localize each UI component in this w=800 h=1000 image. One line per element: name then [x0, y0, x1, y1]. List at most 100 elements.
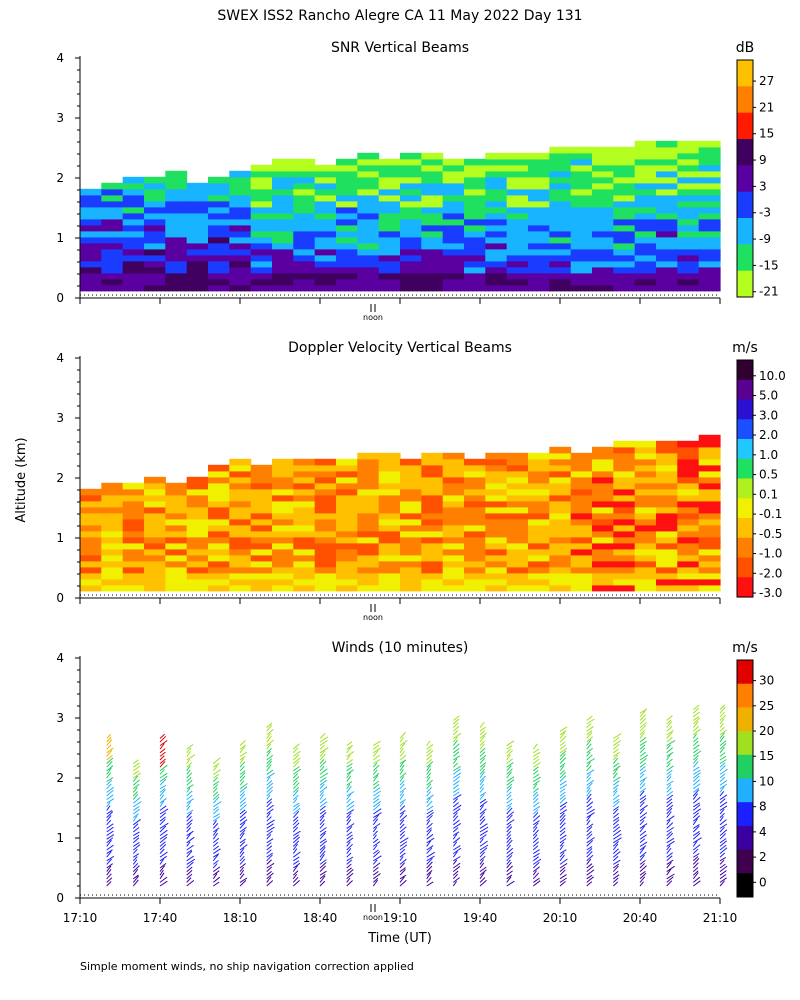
wind-barb [719, 740, 727, 746]
heatmap-cell [613, 272, 636, 280]
wind-barb [533, 849, 540, 855]
wind-barb [586, 765, 592, 772]
heatmap-cell [357, 218, 380, 226]
heatmap-cell [506, 452, 529, 460]
wind-barb [479, 872, 485, 880]
wind-barb [319, 845, 326, 851]
heatmap-cell [144, 236, 166, 244]
heatmap-cell [485, 194, 508, 202]
heatmap-cell [293, 278, 316, 286]
heatmap-cell [336, 176, 358, 184]
heatmap-cell [570, 560, 593, 568]
heatmap-cell [528, 206, 550, 214]
wind-barb [692, 844, 701, 851]
heatmap-cell [144, 176, 166, 184]
heatmap-cell [165, 248, 188, 256]
heatmap-cell [293, 506, 316, 514]
wind-barb [399, 819, 405, 826]
wind-barb [559, 762, 566, 768]
wind-barb [159, 800, 165, 808]
heatmap-cell [570, 488, 593, 496]
wind-barb [319, 732, 326, 739]
heatmap-cell [613, 284, 636, 292]
heatmap-cell [506, 248, 529, 256]
heatmap-cell [336, 158, 358, 166]
heatmap-cell [634, 494, 657, 502]
x-tick-label: 19:40 [463, 911, 498, 925]
heatmap-cell [485, 200, 508, 208]
heatmap-cell [357, 230, 380, 238]
wind-barb [159, 769, 165, 775]
wind-barb [613, 798, 620, 804]
wind-barb [132, 865, 140, 872]
heatmap-cell [656, 164, 678, 172]
heatmap-cell [229, 206, 252, 214]
wind-barb [666, 798, 673, 804]
heatmap-cell [165, 548, 188, 556]
wind-barb [559, 797, 567, 804]
wind-barb [292, 747, 299, 754]
heatmap-cell [698, 518, 721, 526]
heatmap-cell [165, 200, 188, 208]
heatmap-cell [506, 254, 529, 262]
wind-barb [506, 786, 512, 793]
heatmap-cell [634, 140, 657, 148]
heatmap-cell [229, 578, 252, 586]
heatmap-cell [677, 524, 700, 532]
heatmap-cell [378, 170, 401, 178]
wind-barb [452, 802, 459, 808]
heatmap-cell [208, 584, 230, 592]
heatmap-cell [336, 200, 358, 208]
heatmap-cell [122, 224, 145, 232]
colorbar-swatch [737, 802, 753, 827]
wind-barb [292, 870, 299, 876]
heatmap-cell [592, 146, 614, 154]
heatmap-cell [336, 518, 358, 526]
heatmap-cell [464, 242, 486, 250]
wind-barb [533, 858, 542, 865]
heatmap-cell [250, 524, 273, 532]
wind-barb [692, 787, 700, 793]
panel-title: Winds (10 minutes) [332, 640, 469, 656]
heatmap-cell [293, 584, 316, 592]
heatmap-cell [613, 572, 636, 580]
wind-barb [132, 793, 139, 800]
heatmap-cell [613, 260, 636, 268]
heatmap-cell [144, 512, 166, 520]
wind-barb [346, 800, 355, 808]
heatmap-cell [634, 506, 657, 514]
heatmap-cell [314, 578, 337, 586]
wind-barb [399, 823, 405, 829]
wind-barb [719, 726, 725, 732]
heatmap-cell [656, 254, 678, 262]
heatmap-cell [357, 506, 380, 514]
wind-barb [159, 869, 164, 876]
heatmap-cell [528, 266, 550, 274]
heatmap-cell [570, 164, 593, 172]
heatmap-cell [570, 260, 593, 268]
heatmap-cell [378, 284, 401, 292]
wind-barb [266, 854, 273, 862]
heatmap-cell [80, 206, 102, 214]
heatmap-cell [357, 464, 380, 472]
heatmap-cell [485, 560, 508, 568]
heatmap-cell [336, 206, 358, 214]
heatmap-cell [272, 554, 294, 562]
heatmap-cell [314, 458, 337, 466]
wind-barb [452, 718, 460, 725]
heatmap-cell [80, 548, 102, 556]
wind-barb [692, 707, 700, 714]
heatmap-cell [592, 464, 614, 472]
heatmap-cell [421, 512, 444, 520]
wind-barb [479, 811, 485, 818]
wind-barb [666, 845, 671, 851]
heatmap-cell [208, 212, 230, 220]
wind-barb [719, 870, 727, 876]
heatmap-cell [634, 284, 657, 292]
wind-barb [586, 797, 592, 804]
wind-barb [186, 827, 191, 833]
heatmap-cell [464, 206, 486, 214]
wind-barb [452, 798, 458, 804]
wind-barb [533, 820, 540, 826]
heatmap-cell [442, 464, 465, 472]
